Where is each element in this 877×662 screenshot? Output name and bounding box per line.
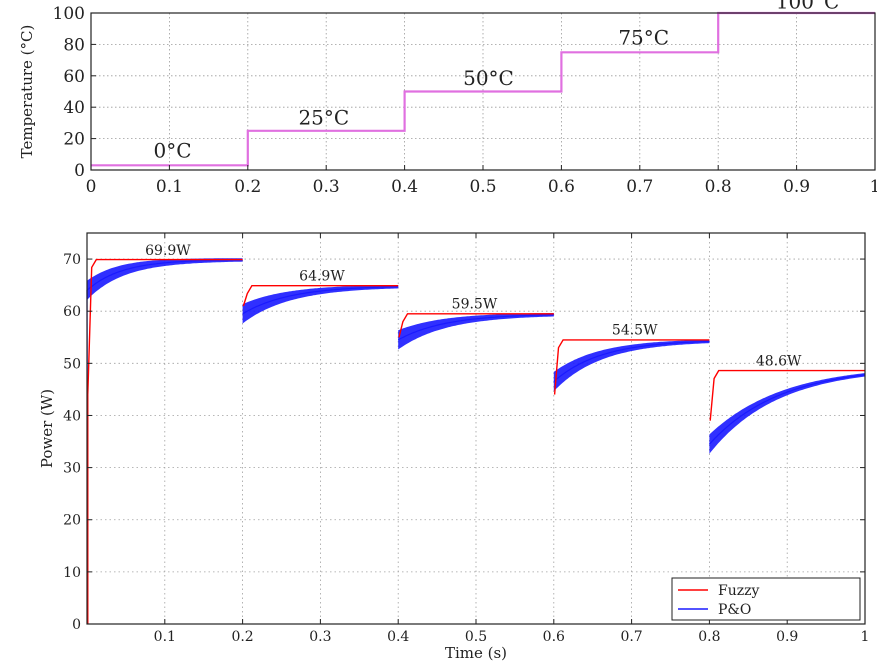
temperature-x-tick-label: 0.2	[234, 177, 261, 197]
po-power-line	[397, 314, 554, 341]
power-y-tick-label: 20	[63, 513, 81, 529]
power-y-tick-label: 40	[63, 408, 81, 424]
po-oscillation-band	[242, 285, 399, 324]
fuzzy-power-line	[553, 339, 710, 395]
po-oscillation-band	[553, 339, 710, 392]
fuzzy-power-line	[242, 285, 399, 307]
temperature-grid	[91, 13, 875, 170]
fuzzy-power-line	[398, 313, 554, 338]
temperature-y-axis-label: Temperature (°C)	[18, 25, 36, 159]
temperature-step-line	[91, 11, 875, 167]
po-oscillation-band	[709, 373, 865, 454]
power-y-tick-label: 10	[63, 565, 81, 581]
temperature-y-tick-label: 20	[63, 130, 85, 150]
temperature-y-tick-label: 80	[63, 35, 85, 55]
po-power-line	[242, 286, 399, 315]
temperature-x-tick-label: 0.8	[705, 177, 732, 197]
po-power-line	[708, 374, 866, 445]
temperature-step-label: 75°C	[618, 25, 669, 49]
power-y-tick-label: 0	[72, 617, 81, 633]
power-level-label: 59.5W	[452, 297, 498, 313]
legend-entry-label: P&O	[718, 602, 751, 618]
temperature-x-tick-label: 0.5	[469, 177, 496, 197]
power-y-ticks: 0 10 20 30 40 50 60 70	[63, 252, 865, 633]
fuzzy-power-line	[709, 369, 865, 421]
power-level-label: 69.9W	[145, 243, 191, 259]
temperature-x-tick-label: 0.3	[313, 177, 340, 197]
power-x-tick-label: 0.4	[387, 629, 409, 645]
power-annotations: 69.9W 64.9W 59.5W 54.5W 48.6W	[145, 243, 802, 370]
po-oscillation-band	[398, 313, 554, 350]
temperature-x-tick-label: 0.9	[783, 177, 810, 197]
power-y-axis-label: Power (W)	[38, 389, 56, 468]
power-y-tick-label: 50	[63, 356, 81, 372]
po-oscillation-band	[87, 258, 243, 300]
temperature-y-tick-label: 40	[63, 98, 85, 118]
temperature-step-label: 0°C	[154, 138, 192, 162]
temperature-y-tick-label: 100	[53, 4, 85, 24]
power-x-tick-label: 0.2	[231, 629, 253, 645]
power-level-label: 48.6W	[756, 353, 802, 369]
power-x-tick-label: 0.5	[465, 629, 487, 645]
fuzzy-power-line	[87, 258, 243, 624]
temperature-x-tick-label: 0.7	[626, 177, 653, 197]
temperature-annotations: 0°C 25°C 50°C 75°C 100°C	[154, 0, 840, 162]
power-series	[86, 258, 866, 625]
power-x-tick-label: 0.9	[776, 629, 798, 645]
power-grid	[87, 233, 865, 624]
power-x-axis-label: Time (s)	[445, 644, 507, 662]
temperature-x-tick-label: 0.1	[156, 177, 183, 197]
power-chart: 0.1 0.2 0.3 0.4 0.5 0.6 0.7 0.8 0.9 1 0 10 20 30 40 50…	[38, 232, 870, 662]
power-x-tick-label: 0.6	[543, 629, 565, 645]
power-x-tick-label: 0.7	[620, 629, 642, 645]
power-x-tick-label: 1	[861, 629, 870, 645]
temperature-step-label: 100°C	[776, 0, 839, 13]
legend-entry-label: Fuzzy	[718, 583, 759, 599]
temperature-x-tick-label: 1	[870, 177, 877, 197]
power-legend: Fuzzy P&O	[671, 577, 861, 621]
power-level-label: 64.9W	[299, 268, 345, 284]
temperature-x-tick-label: 0.4	[391, 177, 418, 197]
power-y-tick-label: 30	[63, 461, 81, 477]
temperature-step-label: 25°C	[298, 105, 349, 129]
temperature-y-tick-label: 60	[63, 67, 85, 87]
temperature-x-ticks: 0 0.1 0.2 0.3 0.4 0.5 0.6 0.7 0.8 0.9 1	[86, 165, 877, 197]
legend-box	[671, 577, 861, 621]
temperature-x-tick-label: 0.6	[548, 177, 575, 197]
temperature-chart: 0 0.1 0.2 0.3 0.4 0.5 0.6 0.7 0.8 0.9 1 0 20 40 60 80 1…	[18, 0, 877, 197]
power-y-tick-label: 70	[63, 252, 81, 268]
power-x-ticks: 0.1 0.2 0.3 0.4 0.5 0.6 0.7 0.8 0.9 1	[154, 233, 870, 645]
temperature-step-label: 50°C	[463, 66, 514, 90]
power-x-tick-label: 0.8	[698, 629, 720, 645]
power-level-label: 54.5W	[612, 323, 658, 339]
temperature-x-tick-label: 0	[86, 177, 97, 197]
power-x-tick-label: 0.1	[154, 629, 176, 645]
power-x-tick-label: 0.3	[309, 629, 331, 645]
temperature-series	[91, 11, 875, 167]
power-y-tick-label: 60	[63, 304, 81, 320]
po-power-line	[553, 340, 710, 383]
temperature-y-ticks: 0 20 40 60 80 100	[53, 4, 96, 181]
temperature-y-tick-label: 0	[74, 161, 85, 181]
